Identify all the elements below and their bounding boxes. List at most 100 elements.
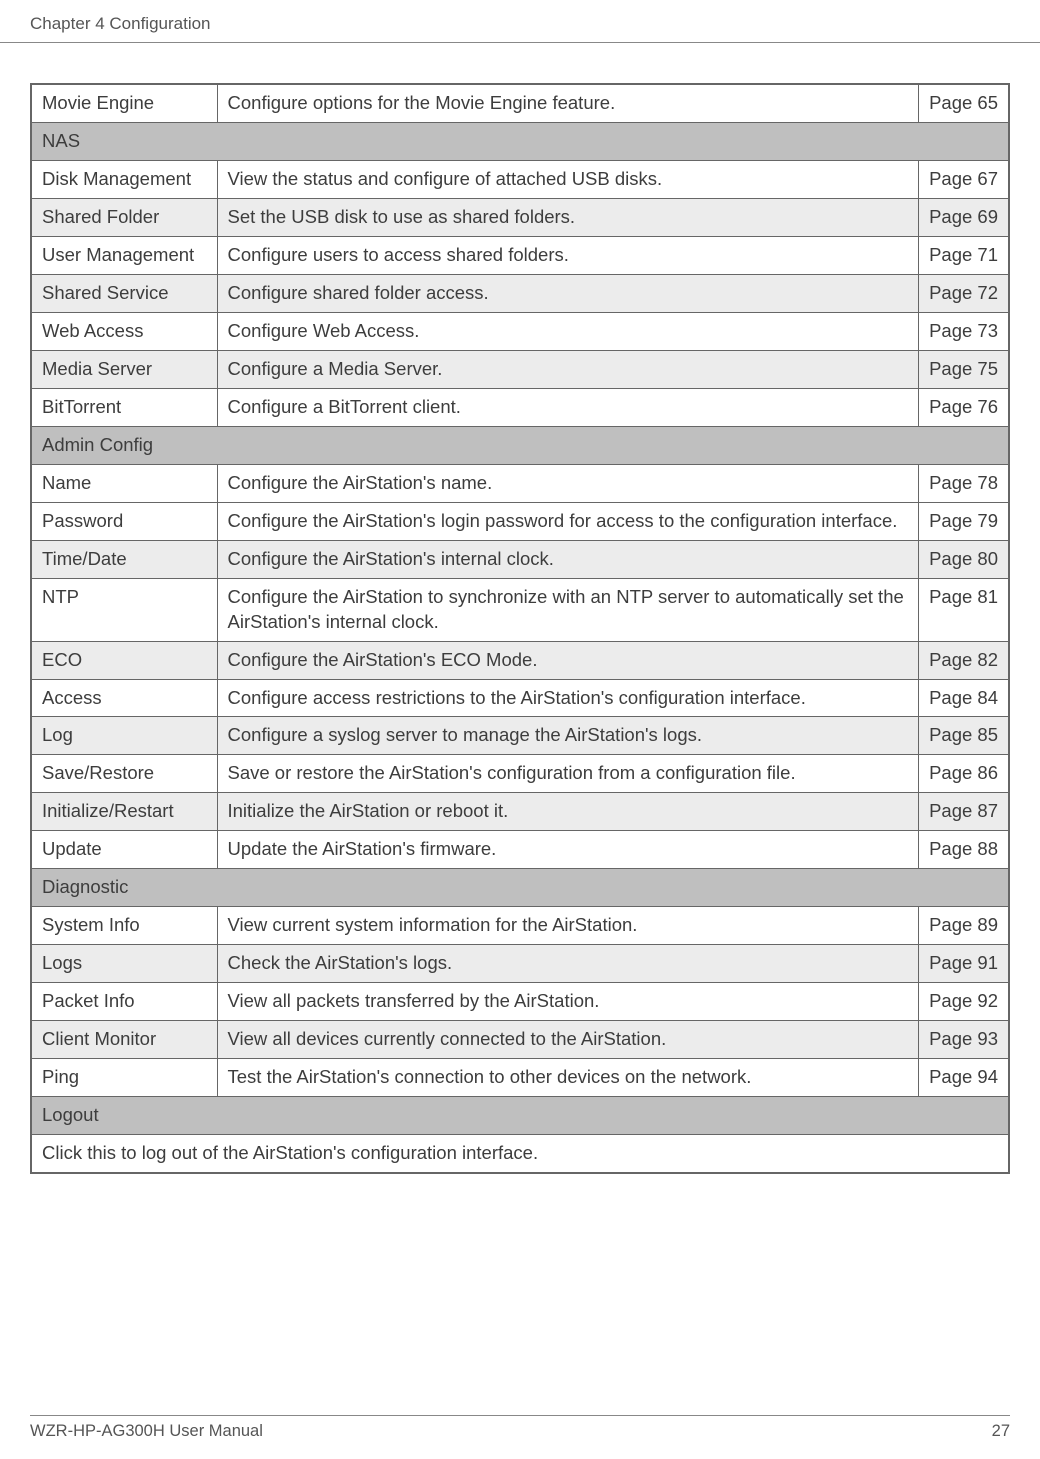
table-row: NameConfigure the AirStation's name.Page… — [31, 464, 1009, 502]
content-area: Movie EngineConfigure options for the Mo… — [0, 43, 1040, 1174]
row-name: Save/Restore — [31, 755, 217, 793]
row-page: Page 81 — [919, 578, 1009, 641]
row-page: Page 91 — [919, 945, 1009, 983]
table-row: Initialize/RestartInitialize the AirStat… — [31, 793, 1009, 831]
row-name: Ping — [31, 1059, 217, 1097]
row-page: Page 86 — [919, 755, 1009, 793]
row-page: Page 76 — [919, 388, 1009, 426]
section-header: NAS — [31, 122, 1009, 160]
row-page: Page 71 — [919, 236, 1009, 274]
row-desc: Configure a Media Server. — [217, 350, 919, 388]
table-row: Disk ManagementView the status and confi… — [31, 160, 1009, 198]
row-name: Client Monitor — [31, 1021, 217, 1059]
table-row: Client MonitorView all devices currently… — [31, 1021, 1009, 1059]
row-page: Page 75 — [919, 350, 1009, 388]
row-desc: View all devices currently connected to … — [217, 1021, 919, 1059]
table-row: PasswordConfigure the AirStation's login… — [31, 502, 1009, 540]
section-header: Logout — [31, 1097, 1009, 1135]
row-name: Media Server — [31, 350, 217, 388]
row-desc: Test the AirStation's connection to othe… — [217, 1059, 919, 1097]
row-page: Page 78 — [919, 464, 1009, 502]
row-desc: Configure access restrictions to the Air… — [217, 679, 919, 717]
table-row: ECOConfigure the AirStation's ECO Mode.P… — [31, 641, 1009, 679]
fullrow-text: Click this to log out of the AirStation'… — [31, 1135, 1009, 1173]
row-name: Update — [31, 831, 217, 869]
row-desc: Configure users to access shared folders… — [217, 236, 919, 274]
section-label: NAS — [31, 122, 1009, 160]
row-page: Page 69 — [919, 198, 1009, 236]
table-row: NTPConfigure the AirStation to synchroni… — [31, 578, 1009, 641]
row-desc: Set the USB disk to use as shared folder… — [217, 198, 919, 236]
row-desc: View current system information for the … — [217, 907, 919, 945]
row-name: System Info — [31, 907, 217, 945]
row-desc: Save or restore the AirStation's configu… — [217, 755, 919, 793]
row-desc: Configure a syslog server to manage the … — [217, 717, 919, 755]
page-footer: WZR-HP-AG300H User Manual 27 — [30, 1415, 1010, 1441]
row-page: Page 93 — [919, 1021, 1009, 1059]
row-name: Web Access — [31, 312, 217, 350]
table-row: AccessConfigure access restrictions to t… — [31, 679, 1009, 717]
config-table-body: Movie EngineConfigure options for the Mo… — [31, 84, 1009, 1173]
section-header: Diagnostic — [31, 869, 1009, 907]
table-row: Shared FolderSet the USB disk to use as … — [31, 198, 1009, 236]
row-name: Shared Folder — [31, 198, 217, 236]
row-page: Page 65 — [919, 84, 1009, 122]
section-label: Diagnostic — [31, 869, 1009, 907]
row-page: Page 80 — [919, 540, 1009, 578]
section-label: Admin Config — [31, 426, 1009, 464]
section-label: Logout — [31, 1097, 1009, 1135]
row-desc: Configure the AirStation's login passwor… — [217, 502, 919, 540]
row-name: Disk Management — [31, 160, 217, 198]
manual-title: WZR-HP-AG300H User Manual — [30, 1422, 263, 1441]
row-desc: Configure a BitTorrent client. — [217, 388, 919, 426]
table-row: LogsCheck the AirStation's logs.Page 91 — [31, 945, 1009, 983]
page-header: Chapter 4 Configuration — [0, 0, 1040, 43]
table-row: UpdateUpdate the AirStation's firmware.P… — [31, 831, 1009, 869]
row-desc: Initialize the AirStation or reboot it. — [217, 793, 919, 831]
row-desc: Configure options for the Movie Engine f… — [217, 84, 919, 122]
row-page: Page 84 — [919, 679, 1009, 717]
row-desc: Configure the AirStation to synchronize … — [217, 578, 919, 641]
row-desc: View the status and configure of attache… — [217, 160, 919, 198]
row-page: Page 94 — [919, 1059, 1009, 1097]
row-page: Page 72 — [919, 274, 1009, 312]
row-name: Logs — [31, 945, 217, 983]
page-number: 27 — [992, 1422, 1010, 1441]
row-name: Name — [31, 464, 217, 502]
row-page: Page 88 — [919, 831, 1009, 869]
row-name: User Management — [31, 236, 217, 274]
table-row: Save/RestoreSave or restore the AirStati… — [31, 755, 1009, 793]
table-row: Time/DateConfigure the AirStation's inte… — [31, 540, 1009, 578]
row-page: Page 92 — [919, 983, 1009, 1021]
row-name: Shared Service — [31, 274, 217, 312]
row-name: Time/Date — [31, 540, 217, 578]
row-page: Page 79 — [919, 502, 1009, 540]
table-row: Packet InfoView all packets transferred … — [31, 983, 1009, 1021]
table-row: Media ServerConfigure a Media Server.Pag… — [31, 350, 1009, 388]
table-row: BitTorrentConfigure a BitTorrent client.… — [31, 388, 1009, 426]
row-desc: Configure Web Access. — [217, 312, 919, 350]
row-name: Password — [31, 502, 217, 540]
row-desc: Configure the AirStation's internal cloc… — [217, 540, 919, 578]
table-row: PingTest the AirStation's connection to … — [31, 1059, 1009, 1097]
table-row: Web AccessConfigure Web Access.Page 73 — [31, 312, 1009, 350]
chapter-title: Chapter 4 Configuration — [30, 14, 211, 33]
row-name: ECO — [31, 641, 217, 679]
table-row: Movie EngineConfigure options for the Mo… — [31, 84, 1009, 122]
row-name: Packet Info — [31, 983, 217, 1021]
row-page: Page 85 — [919, 717, 1009, 755]
row-name: Initialize/Restart — [31, 793, 217, 831]
row-name: Log — [31, 717, 217, 755]
row-page: Page 73 — [919, 312, 1009, 350]
row-desc: Configure the AirStation's ECO Mode. — [217, 641, 919, 679]
table-fullrow: Click this to log out of the AirStation'… — [31, 1135, 1009, 1173]
row-name: BitTorrent — [31, 388, 217, 426]
row-desc: View all packets transferred by the AirS… — [217, 983, 919, 1021]
section-header: Admin Config — [31, 426, 1009, 464]
table-row: User ManagementConfigure users to access… — [31, 236, 1009, 274]
table-row: Shared ServiceConfigure shared folder ac… — [31, 274, 1009, 312]
row-page: Page 89 — [919, 907, 1009, 945]
row-name: Movie Engine — [31, 84, 217, 122]
row-desc: Configure the AirStation's name. — [217, 464, 919, 502]
row-desc: Check the AirStation's logs. — [217, 945, 919, 983]
